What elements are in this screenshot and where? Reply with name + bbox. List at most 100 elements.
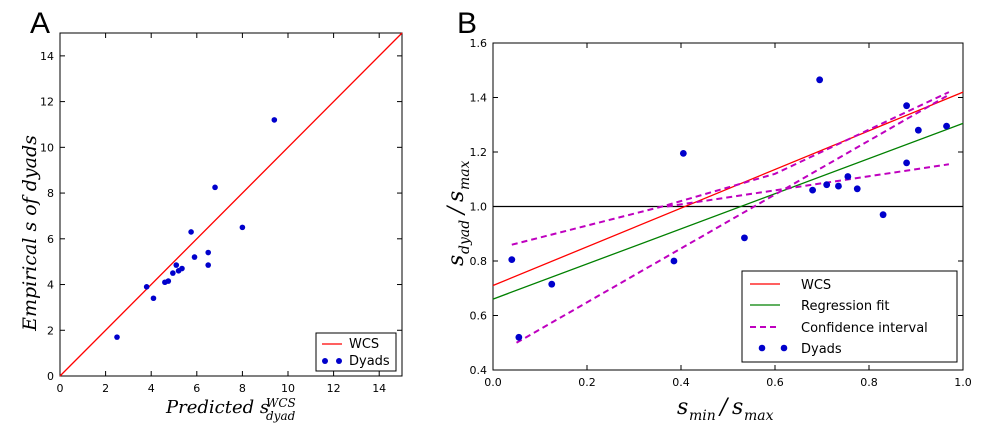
chart-b-xlabel-num-s: s <box>677 395 688 420</box>
chart-a-xtick-label: 4 <box>148 382 155 395</box>
chart-a-xlabel-sub: dyad <box>266 409 296 423</box>
chart-a-legend-frame <box>315 332 397 372</box>
chart-b-legend-ci: Confidence interval <box>801 321 928 336</box>
chart-b-ytick-label: 1.0 <box>470 201 488 214</box>
chart-b-series-confidence-interval-lower <box>666 163 950 208</box>
chart-b-dyad-point <box>679 149 687 157</box>
chart-b-legend-fit: Regression fit <box>801 299 890 314</box>
chart-b-xlabel-den-s: s <box>732 395 743 420</box>
chart-a-dyad-point <box>239 224 246 231</box>
chart-a-ytick-label: 14 <box>40 50 54 63</box>
chart-b-ylabel-num-s: s <box>444 255 469 266</box>
chart-b-dyad-point <box>844 173 852 180</box>
chart-a-dyad-point <box>114 334 120 340</box>
chart-b: 0.0 0.2 0.4 0.6 0.8 1.00.40.60.81.01.21.41.6 … <box>444 37 972 424</box>
chart-b-xtick-label: 1.0 <box>954 376 972 389</box>
chart-b-series-confidence-interval-upper <box>511 91 950 246</box>
chart-a-dyad-point <box>170 270 176 276</box>
chart-b-xtick-label: 0.2 <box>578 376 596 389</box>
chart-a-legend-dyads: Dyads <box>349 354 390 369</box>
chart-a-series <box>59 32 403 377</box>
chart-b-legend: WCS Regression fit Confidence interval D… <box>741 270 958 363</box>
chart-b-dyad-point <box>853 185 861 193</box>
chart-b-legend-frame <box>741 270 958 363</box>
chart-b-legend-dyads-marker <box>780 344 788 352</box>
chart-b-ylabel: s dyad / s max <box>444 160 473 266</box>
chart-b-xlabel-num-sub: min <box>689 408 716 424</box>
chart-a-dyad-point <box>143 284 150 290</box>
chart-b-ylabel-den-sub: max <box>457 160 473 190</box>
chart-a-dyad-point <box>271 117 278 123</box>
chart-b-dyad-point <box>835 182 842 190</box>
chart-b-ytick-label: 1.2 <box>470 146 488 159</box>
chart-b-xlabel: s min / s max <box>677 395 774 424</box>
chart-b-dyad-point <box>809 186 816 194</box>
chart-a-xtick-label: 8 <box>239 382 246 395</box>
chart-b-ylabel-slash: / <box>444 204 469 216</box>
chart-a-legend-dyads-marker <box>322 358 328 364</box>
chart-b-dyad-point <box>943 122 950 130</box>
chart-a-ylabel: Empirical s of dyads <box>19 135 41 332</box>
chart-b-dyad-point <box>816 76 824 84</box>
chart-a-dyad-point <box>212 184 218 191</box>
chart-a-ytick-label: 2 <box>47 324 54 337</box>
chart-a-dyad-point <box>188 229 194 235</box>
chart-a-xtick-label: 10 <box>281 382 295 395</box>
chart-b-dyad-point <box>741 234 748 242</box>
chart-a-xtick-label: 0 <box>57 382 64 395</box>
chart-b-series-wcs <box>492 91 964 287</box>
chart-a-legend: WCS Dyads <box>315 332 397 372</box>
chart-a-xtick-label: 12 <box>327 382 341 395</box>
chart-b-ylabel-den-s: s <box>444 191 469 202</box>
chart-b-ticks: 0.0 0.2 0.4 0.6 0.8 1.0 0.4 0.6 0.8 1.0 1.2 1.4 1.6 <box>470 37 972 389</box>
chart-b-ytick-label: 1.4 <box>470 92 488 105</box>
chart-a-xtick-label: 14 <box>372 382 386 395</box>
chart-b-dyad-point <box>903 102 910 110</box>
chart-b-legend-dyads: Dyads <box>801 342 842 357</box>
chart-a-dyad-point <box>165 278 172 284</box>
chart-b-legend-dyads-marker <box>758 344 766 352</box>
chart-b-dyad-point <box>548 280 556 288</box>
chart-a-dyad-point <box>173 262 180 268</box>
chart-b-xtick-label: 0.8 <box>860 376 878 389</box>
chart-b-xtick-label: 0.4 <box>672 376 690 389</box>
chart-b-ytick-label: 0.6 <box>470 310 488 323</box>
chart-a-ytick-label: 4 <box>47 279 54 292</box>
chart-a-dyad-point <box>191 254 198 260</box>
chart-a-legend-dyads-marker <box>336 358 342 364</box>
chart-a-xlabel: Predicted s <box>165 397 269 418</box>
chart-b-xtick-label: 0.0 <box>484 376 502 389</box>
chart-a-frame <box>59 32 403 377</box>
chart-b-series <box>492 76 964 344</box>
chart-a-xlabel-main: Predicted s <box>165 397 269 418</box>
chart-a-dyad-point <box>179 265 185 272</box>
chart-a-ytick-label: 0 <box>47 370 54 383</box>
chart-a-ytick-label: 8 <box>47 187 54 200</box>
chart-b-dyad-point <box>823 181 831 189</box>
chart-a-ytick-label: 6 <box>47 233 54 246</box>
chart-a-ticks: 0 2 4 6 8 10 12 14 0 2 4 6 8 10 12 14 <box>40 33 402 395</box>
chart-a-series-wcs <box>59 32 403 377</box>
chart-a: 0 2 4 6 8 10 12 14 0 2 4 6 8 10 12 14 Empirical s of dy… <box>19 32 403 423</box>
chart-b-series-regression-fit <box>492 122 964 300</box>
chart-b-xlabel-slash: / <box>718 395 730 420</box>
chart-a-dyad-point <box>205 262 211 268</box>
chart-a-ytick-label: 12 <box>40 96 54 109</box>
chart-b-dyad-point <box>903 159 910 167</box>
panel-label-b: B <box>457 7 477 40</box>
chart-a-ytick-label: 10 <box>40 141 54 154</box>
chart-b-dyad-point <box>879 211 887 219</box>
chart-b-dyad-point <box>515 333 523 341</box>
chart-a-dyad-point <box>205 249 211 256</box>
chart-b-dyad-point <box>670 257 678 265</box>
chart-b-ytick-label: 0.4 <box>470 364 488 377</box>
chart-a-xlabel-sup: WCS <box>266 396 296 410</box>
chart-b-ytick-label: 1.6 <box>470 37 488 50</box>
chart-b-ylabel-num-sub: dyad <box>457 220 473 254</box>
chart-a-xtick-label: 6 <box>193 382 200 395</box>
chart-b-xlabel-den-sub: max <box>744 408 774 424</box>
chart-b-legend-wcs: WCS <box>801 278 831 293</box>
chart-b-series-confidence-interval <box>516 93 950 344</box>
chart-b-dyad-point <box>508 256 516 264</box>
